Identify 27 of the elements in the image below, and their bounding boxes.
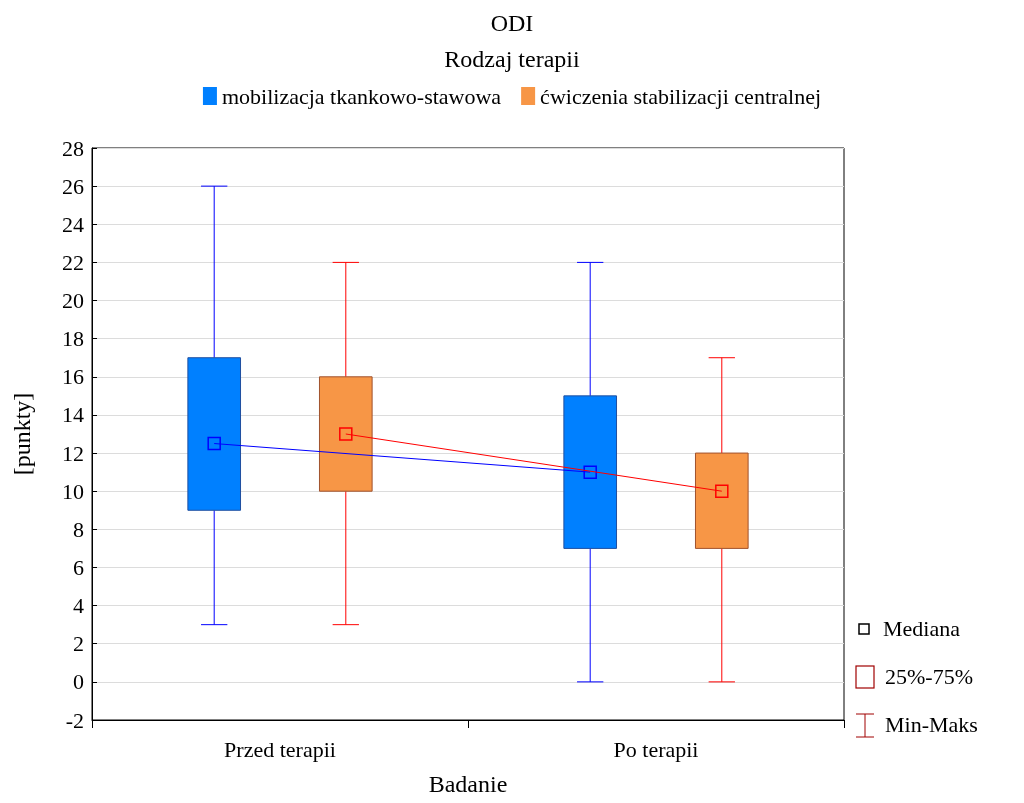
y-tick-label: 2 (73, 631, 84, 657)
text: 25%-75% (885, 664, 973, 690)
y-axis-title: [punkty] (9, 392, 35, 476)
legend-label: mobilizacja tkankowo-stawowa (221, 83, 502, 109)
legend-label: ćwiczenia stabilizacji centralnej (540, 83, 822, 109)
x-tick-label: Przed terapii (224, 736, 336, 762)
y-tick-label: -2 (65, 707, 84, 733)
y-tick-label: 6 (73, 554, 84, 580)
y-tick-label: 26 (62, 173, 84, 199)
text: Min-Maks (885, 712, 978, 738)
legend-title: Rodzaj terapii (444, 46, 580, 72)
y-tick-label: 28 (62, 135, 84, 161)
y-tick-label: 24 (62, 211, 84, 237)
y-tick-label: 14 (62, 402, 84, 428)
y-tick-label: 4 (73, 593, 84, 619)
x-axis-title: Badanie (428, 771, 508, 797)
y-tick-label: 16 (62, 364, 84, 390)
y-tick-label: 8 (73, 516, 84, 542)
chart-title: ODI (490, 10, 534, 36)
y-tick-label: 20 (62, 288, 84, 314)
y-tick-label: 0 (73, 669, 84, 695)
x-tick-label: Po terapii (613, 736, 699, 762)
y-tick-label: 18 (62, 326, 84, 352)
y-tick-label: 10 (62, 478, 84, 504)
text: Mediana (883, 616, 960, 642)
y-tick-label: 12 (62, 440, 84, 466)
y-tick-label: 22 (62, 249, 84, 275)
